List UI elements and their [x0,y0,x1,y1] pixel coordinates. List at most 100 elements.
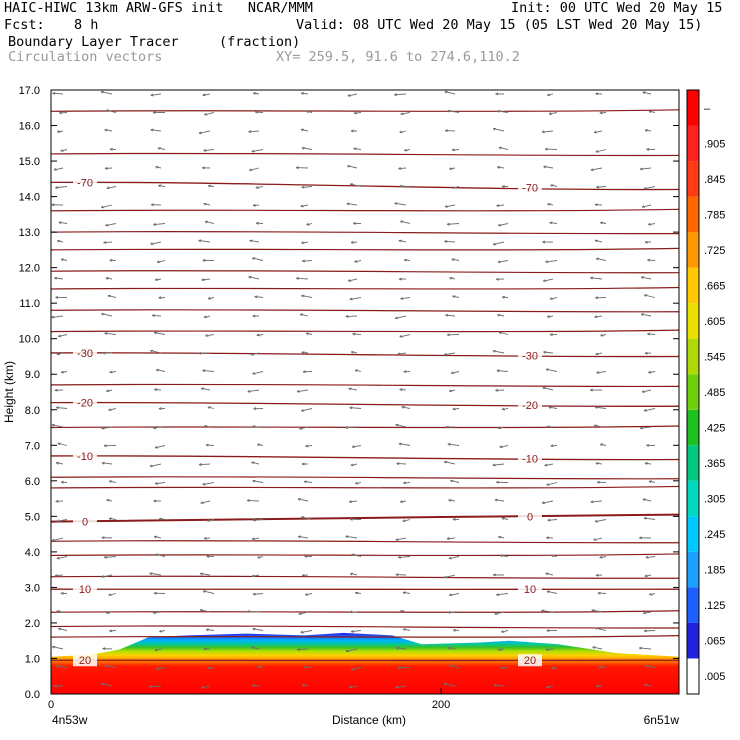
vector-arrowhead [255,110,259,114]
vector-arrowhead [545,572,549,576]
vector-arrowhead [249,239,253,243]
vector-arrowhead [107,294,111,298]
vector-arrowhead [105,611,110,614]
vector-arrowhead [253,407,257,411]
vector-arrowhead [55,295,59,299]
vector-arrowhead [400,296,404,300]
vector-arrowhead [257,665,261,669]
vector-arrowhead [354,591,359,595]
vector-arrowhead [643,629,647,633]
vector-arrowhead [644,574,648,578]
vector-arrow [301,186,313,188]
vector-arrowhead [641,390,646,393]
vector-arrow [57,519,68,522]
vector-arrowhead [492,242,497,246]
vector-arrowhead [252,627,256,631]
contour-label-bg [73,396,97,409]
vector-arrow [247,499,260,502]
contour-line [51,575,679,579]
vector-arrowhead [103,241,107,244]
contour-line [51,540,679,544]
tracer-field [51,632,679,694]
vector-arrowhead [299,313,304,317]
vector-arrowhead [207,666,211,670]
vector-arrowhead [544,147,548,151]
vector-arrow [154,445,166,449]
vector-arrowhead [399,500,404,503]
vector-arrowhead [52,91,56,95]
vector-arrowhead [545,368,550,372]
vector-arrow [590,167,603,171]
y-tick-label: 4.0 [25,547,40,559]
vector-arrowhead [108,517,113,521]
vector-arrow [597,592,607,594]
vector-arrow [639,426,652,429]
vector-arrowhead [444,90,448,94]
x-tick-label: 200 [432,699,450,711]
vector-arrowhead [203,647,207,651]
vector-arrowhead [544,463,548,467]
vector-arrowhead [349,610,353,614]
colorbar-label: .365 [704,458,725,470]
colorbar-swatch [687,551,699,588]
vector-arrow [590,500,603,503]
vector-arrowhead [204,220,209,224]
vector-arrow [297,648,309,651]
vector-arrowhead [594,519,599,523]
vector-arrow [345,535,358,539]
y-axis-label: Height (km) [2,361,16,423]
vector-arrowhead [354,369,359,373]
contour-line-20 [51,659,679,662]
vector-arrowhead [452,517,456,521]
y-tick-label: 16.0 [19,121,40,133]
vector-arrow [251,149,264,153]
vector-arrow [303,666,313,668]
vector-arrowhead [549,221,553,225]
vector-arrowhead [548,406,552,409]
vector-arrowhead [452,628,456,632]
vector-arrowhead [254,295,258,299]
vector-arrow [247,610,260,613]
vector-arrow [399,334,411,338]
vector-arrow [252,480,264,483]
contour-label: -20 [522,400,538,412]
vector-arrowhead [542,240,546,244]
vector-arrowhead [303,480,308,484]
vector-arrowhead [593,424,598,428]
vector-arrowhead [402,591,406,595]
vector-arrowhead [203,202,207,206]
colorbar-swatch [687,196,699,233]
vector-arrow [55,665,68,668]
contour-line [51,553,679,557]
vector-arrowhead [104,332,108,335]
vector-arrowhead [158,517,163,521]
vector-arrow [298,611,309,615]
vector-arrow [400,220,411,224]
vector-arrowhead [198,239,202,243]
vector-arrowhead [494,498,498,502]
vector-arrowhead [55,665,59,668]
vector-arrow [301,516,313,520]
vector-arrow [199,609,211,613]
contour-line [51,383,679,388]
vector-arrowhead [595,149,599,153]
vector-arrowhead [396,462,400,466]
vector-arrowhead [445,313,449,317]
vector-arrowhead [595,573,599,577]
contour-label-bg [73,449,97,462]
contour-label-bg [518,349,542,362]
vector-arrowhead [648,370,652,374]
contour-line [51,635,679,638]
vector-arrow [595,149,607,153]
vector-arrow [203,149,215,152]
contour-label-bg [73,654,97,667]
vector-arrowhead [203,536,208,540]
vector-arrowhead [355,481,359,485]
vector-arrow [497,260,509,263]
vector-arrowhead [105,223,109,227]
contour-line--10 [51,455,679,461]
vector-arrowhead [353,111,358,115]
vector-arrowhead [301,294,305,298]
vector-arrow [249,240,260,243]
